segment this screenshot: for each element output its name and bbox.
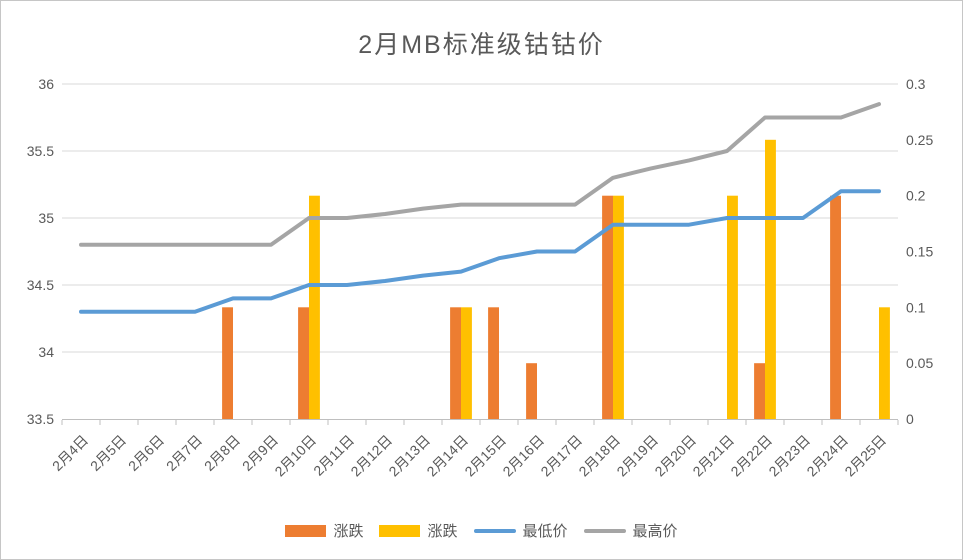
chart-title: 2月MB标准级钴钴价 [358,31,605,59]
line-最低价 [79,189,881,314]
legend-item-bar-1: 涨跌 [285,520,363,541]
bar [613,195,624,419]
left-axis-tick-label: 34 [38,344,54,360]
left-axis-tick-label: 34.5 [27,277,54,293]
x-axis-category-label: 2月18日 [575,432,623,480]
x-axis-labels: 2月4日2月5日2月6日2月7日2月8日2月9日2月10日2月11日2月12日2… [49,432,889,480]
x-axis-category-label: 2月14日 [423,432,471,480]
x-axis [61,419,899,425]
x-axis-category-label: 2月4日 [49,432,91,474]
x-axis-category-label: 2月13日 [385,432,433,480]
legend-line-swatch [583,528,626,533]
bar [309,195,320,419]
legend-item-bar-2: 涨跌 [379,520,458,541]
bar [602,195,613,419]
x-axis-category-label: 2月24日 [803,432,851,480]
left-axis-labels: 36 35.5 35 34.5 34 33.5 [27,76,54,427]
x-axis-category-label: 2月8日 [201,432,243,474]
x-axis-category-label: 2月19日 [613,432,661,480]
x-axis-category-label: 2月17日 [537,432,585,480]
legend-item-最低价: 最低价 [473,520,568,541]
left-axis-tick-label: 36 [38,76,54,92]
bar [879,307,890,419]
bar [461,307,472,419]
x-axis-category-label: 2月21日 [689,432,737,480]
bar-series-2 [309,139,890,420]
left-axis-tick-label: 35.5 [27,143,54,159]
x-axis-category-label: 2月20日 [651,432,699,480]
left-axis-tick-label: 33.5 [27,411,54,427]
right-axis-tick-label: 0.15 [906,244,933,260]
x-axis-category-label: 2月6日 [125,432,167,474]
right-axis-tick-label: 0.1 [906,299,926,315]
legend-item-最高价: 最高价 [583,520,678,541]
right-axis-tick-label: 0.2 [906,188,926,204]
legend-label: 最高价 [632,523,678,540]
chart-legend: 涨跌 涨跌 最低价 最高价 [1,520,962,541]
bar [526,363,537,419]
x-axis-category-label: 2月15日 [461,432,509,480]
bar [830,195,841,419]
bar [488,307,499,419]
bar [450,307,461,419]
bar [754,363,765,419]
left-axis-tick-label: 35 [38,210,54,226]
x-axis-category-label: 2月25日 [841,432,889,480]
bar [298,307,309,419]
right-axis-tick-label: 0.25 [906,132,933,148]
right-axis-tick-label: 0.05 [906,355,933,371]
x-axis-category-label: 2月7日 [163,432,205,474]
right-axis-tick-label: 0.3 [906,76,926,92]
x-axis-category-label: 2月12日 [347,432,395,480]
x-axis-category-label: 2月16日 [499,432,547,480]
legend-bar-swatch [379,524,421,537]
right-axis-tick-label: 0 [906,411,914,427]
bar [222,307,233,419]
legend-label: 涨跌 [333,523,364,540]
legend-label: 涨跌 [427,523,458,540]
legend-label: 最低价 [522,523,568,540]
bar [765,139,776,420]
legend-line-swatch [473,528,516,533]
line-最高价 [79,102,881,247]
x-axis-category-label: 2月23日 [765,432,813,480]
legend-bar-swatch [285,524,327,537]
bar-series-1 [222,195,841,419]
bar [727,195,738,419]
x-axis-category-label: 2月10日 [271,432,319,480]
right-axis-labels: 0.3 0.25 0.2 0.15 0.1 0.05 0 [906,76,933,427]
x-axis-category-label: 2月5日 [87,432,129,474]
x-axis-category-label: 2月22日 [727,432,775,480]
